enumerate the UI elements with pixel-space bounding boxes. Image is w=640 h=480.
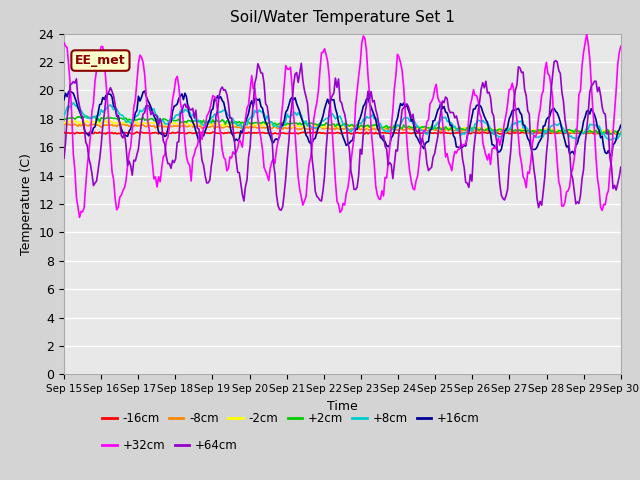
Text: EE_met: EE_met	[75, 54, 126, 67]
X-axis label: Time: Time	[327, 400, 358, 413]
Legend: +32cm, +64cm: +32cm, +64cm	[98, 435, 242, 457]
Y-axis label: Temperature (C): Temperature (C)	[20, 153, 33, 255]
Title: Soil/Water Temperature Set 1: Soil/Water Temperature Set 1	[230, 11, 455, 25]
